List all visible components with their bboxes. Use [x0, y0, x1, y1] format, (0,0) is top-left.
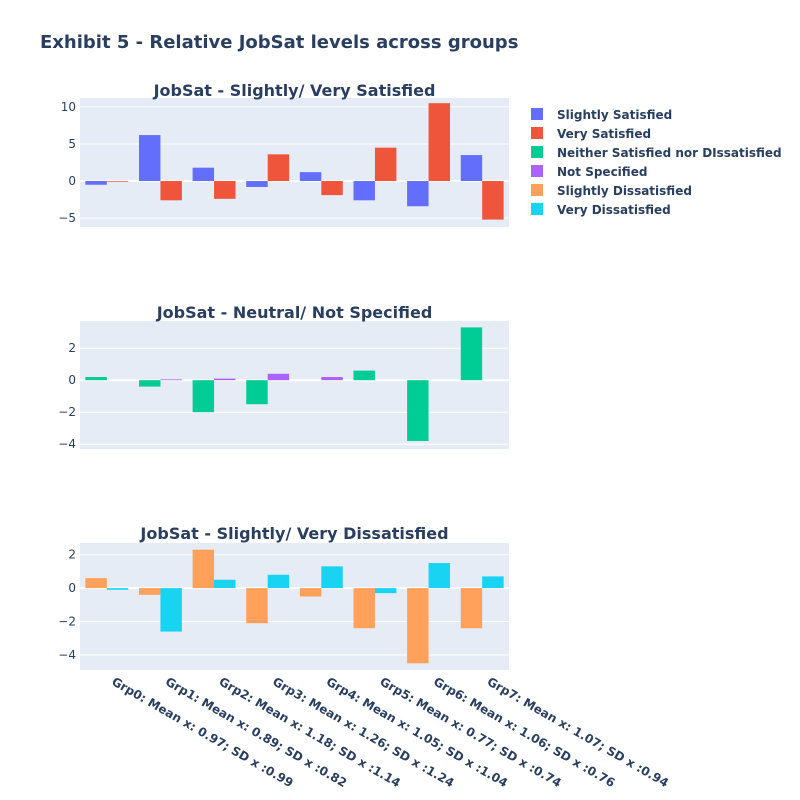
legend: Slightly Satisfied Very Satisfied Neither …: [531, 108, 782, 217]
subplot-title: JobSat - Neutral/ Not Specified: [156, 303, 433, 322]
y-tick-label: 5: [68, 137, 76, 151]
bar-slightly-dissatisfied-grp4: [299, 588, 322, 597]
bar-very-satisfied-grp3: [267, 154, 290, 182]
bar-slightly-satisfied-grp1: [138, 135, 161, 182]
bar-slightly-dissatisfied-grp1: [138, 588, 161, 595]
bar-very-dissatisfied-grp5: [374, 588, 397, 594]
y-tick-label: −4: [58, 437, 76, 451]
y-tick-label: 2: [68, 548, 76, 562]
bar-not-specified-grp3: [267, 373, 290, 381]
bar-slightly-dissatisfied-grp3: [246, 588, 268, 624]
bar-neither-satisfied-nor-dissatisfied-grp2: [192, 380, 215, 413]
bar-very-satisfied-grp2: [214, 181, 236, 199]
plot-area: [80, 543, 509, 670]
bar-very-satisfied-grp7: [482, 181, 504, 220]
bar-neither-satisfied-nor-dissatisfied-grp6: [407, 380, 429, 441]
bar-not-specified-grp2: [214, 378, 236, 381]
subplot-title: JobSat - Slightly/ Very Satisfied: [153, 81, 436, 100]
legend-item: Slightly Dissatisfied: [557, 184, 692, 198]
legend-item: Neither Satisfied nor DIssatisfied: [557, 146, 782, 160]
bar-slightly-dissatisfied-grp5: [353, 588, 375, 629]
legend-swatch: [531, 165, 543, 177]
subplot-title: JobSat - Slightly/ Very Dissatisfied: [139, 524, 448, 543]
y-tick-label: 0: [68, 581, 76, 595]
bar-very-satisfied-grp1: [160, 181, 182, 201]
subplot-2: −4 −2 0 2 JobSat - Neutral/ Not Specified: [58, 303, 509, 451]
y-tick-label: −4: [58, 648, 76, 662]
bar-very-satisfied-grp5: [374, 147, 397, 182]
bar-slightly-satisfied-grp5: [353, 181, 375, 201]
legend-swatch: [531, 108, 543, 120]
bar-slightly-dissatisfied-grp6: [407, 588, 429, 664]
subplot-1: −5 0 5 10 JobSat - Slightly/ Very Satisfied: [58, 81, 509, 227]
y-tick-label: 0: [68, 174, 76, 188]
bar-very-dissatisfied-grp6: [428, 563, 451, 589]
bar-very-dissatisfied-grp7: [482, 576, 504, 589]
bar-not-specified-grp1: [160, 379, 182, 381]
bar-neither-satisfied-nor-dissatisfied-grp7: [460, 327, 483, 381]
bar-slightly-satisfied-grp0: [85, 181, 107, 185]
subplot-3: −4 −2 0 2 JobSat - Slightly/ Very Dissatisfi…: [58, 524, 671, 790]
legend-item: Very Dissatisfied: [557, 203, 671, 217]
legend-swatch: [531, 146, 543, 158]
bar-slightly-satisfied-grp4: [299, 172, 322, 182]
bar-very-dissatisfied-grp2: [214, 579, 236, 589]
legend-item: Very Satisfied: [557, 127, 651, 141]
bar-neither-satisfied-nor-dissatisfied-grp0: [85, 377, 107, 381]
bar-slightly-dissatisfied-grp7: [460, 588, 483, 629]
bar-very-dissatisfied-grp0: [106, 588, 129, 590]
y-tick-label: −2: [58, 405, 76, 419]
bar-very-dissatisfied-grp1: [160, 588, 182, 632]
bar-slightly-satisfied-grp3: [246, 181, 268, 187]
y-tick-label: −5: [58, 211, 76, 225]
legend-swatch: [531, 127, 543, 139]
bar-very-dissatisfied-grp4: [321, 566, 343, 589]
y-tick-label: −2: [58, 615, 76, 629]
chart-title: Exhibit 5 - Relative JobSat levels acros…: [40, 32, 519, 53]
bar-neither-satisfied-nor-dissatisfied-grp3: [246, 380, 268, 405]
bar-slightly-satisfied-grp7: [460, 155, 483, 182]
bar-very-satisfied-grp4: [321, 181, 343, 196]
bar-very-satisfied-grp0: [106, 181, 129, 182]
y-tick-label: 0: [68, 373, 76, 387]
legend-item: Slightly Satisfied: [557, 108, 672, 122]
legend-swatch: [531, 203, 543, 215]
bar-not-specified-grp4: [321, 377, 343, 381]
legend-swatch: [531, 184, 543, 196]
bar-slightly-dissatisfied-grp0: [85, 578, 107, 589]
bar-very-satisfied-grp6: [428, 103, 451, 182]
bar-slightly-dissatisfied-grp2: [192, 549, 215, 589]
y-tick-label: 10: [61, 100, 76, 114]
bar-slightly-satisfied-grp6: [407, 181, 429, 207]
bar-neither-satisfied-nor-dissatisfied-grp5: [353, 370, 375, 381]
legend-item: Not Specified: [557, 165, 647, 179]
bar-very-dissatisfied-grp3: [267, 574, 290, 589]
bar-neither-satisfied-nor-dissatisfied-grp1: [138, 380, 161, 387]
y-tick-label: 2: [68, 341, 76, 355]
bar-slightly-satisfied-grp2: [192, 167, 215, 182]
